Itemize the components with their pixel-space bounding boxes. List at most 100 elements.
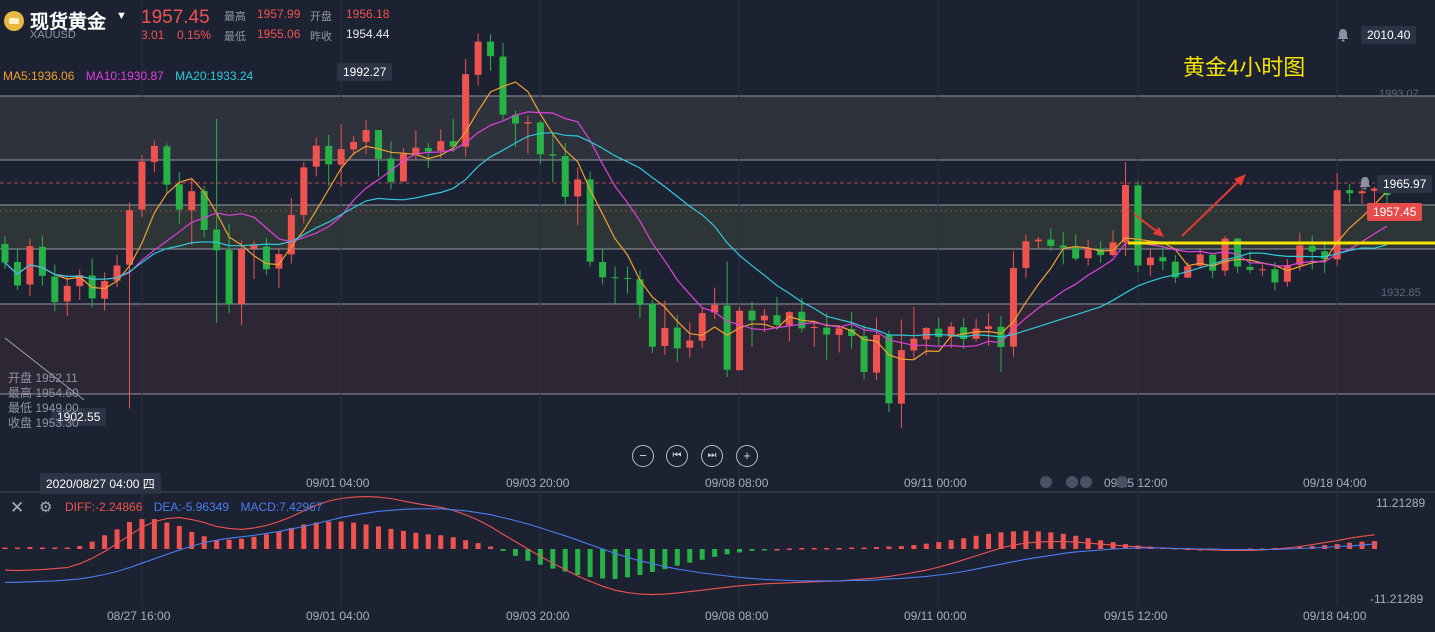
candle-body bbox=[51, 276, 59, 303]
candle-body bbox=[399, 153, 407, 182]
macd-bar bbox=[151, 519, 157, 549]
candle-body bbox=[1109, 242, 1117, 256]
price-tag-top: 2010.40 bbox=[1361, 26, 1417, 44]
candle-body bbox=[101, 281, 109, 299]
scroll-dot[interactable] bbox=[1066, 476, 1078, 488]
macd-bar bbox=[463, 540, 469, 549]
scroll-left-button[interactable]: ⏮ bbox=[666, 445, 688, 467]
candle-body bbox=[225, 249, 233, 305]
candle-body bbox=[910, 338, 918, 351]
candle-body bbox=[474, 41, 482, 75]
candle-body bbox=[287, 215, 295, 255]
macd-bar bbox=[737, 549, 743, 553]
candle-body bbox=[698, 313, 706, 341]
candle-body bbox=[238, 249, 246, 304]
candle-body bbox=[1134, 185, 1142, 266]
macd-bar bbox=[239, 538, 245, 549]
macd-bar bbox=[687, 549, 693, 563]
axis-level-upper: 1993.07 bbox=[1379, 88, 1419, 100]
instrument-name[interactable]: 现货黄金 bbox=[30, 12, 107, 33]
close-icon[interactable]: ✕ bbox=[10, 498, 25, 517]
macd-bar bbox=[911, 545, 917, 549]
macd-bar bbox=[662, 549, 668, 570]
scroll-dot[interactable] bbox=[1116, 476, 1128, 488]
candle-body bbox=[300, 167, 308, 216]
alert-bell-icon[interactable] bbox=[1358, 176, 1372, 190]
macd-bar bbox=[413, 532, 419, 549]
macd-bar bbox=[998, 532, 1004, 549]
candle-body bbox=[748, 310, 756, 321]
candle-body bbox=[624, 277, 631, 279]
candle-body bbox=[1097, 248, 1105, 256]
macd-bar bbox=[251, 536, 257, 549]
low-value: 1955.06 bbox=[257, 27, 301, 41]
crosshair-date-label: 2020/08/27 04:00 四 bbox=[40, 473, 161, 494]
candle-body bbox=[1321, 251, 1329, 259]
zoom-in-button[interactable]: + bbox=[736, 445, 758, 467]
open-value: 1956.18 bbox=[346, 7, 390, 21]
candle-body bbox=[1371, 188, 1378, 191]
chart-title: 黄金4小时图 bbox=[1183, 55, 1306, 80]
macd-legend: DIFF:-2.24866 DEA:-5.96349 MACD:7.42967 bbox=[65, 500, 331, 514]
macd-bar bbox=[351, 522, 357, 549]
macd-bar bbox=[712, 549, 718, 557]
candle-body bbox=[126, 210, 133, 265]
macd-bar bbox=[562, 549, 568, 572]
macd-bar bbox=[77, 546, 83, 549]
macd-bar bbox=[438, 535, 444, 549]
candle-body bbox=[549, 154, 557, 156]
candle-body bbox=[1308, 245, 1316, 252]
current-price: 1957.45 bbox=[141, 7, 210, 28]
macd-bar bbox=[1010, 531, 1016, 549]
chevron-down-icon[interactable]: ▼ bbox=[116, 10, 127, 22]
macd-bar bbox=[288, 527, 294, 549]
macd-bar bbox=[176, 525, 182, 549]
macd-bar bbox=[637, 549, 643, 575]
zoom-out-button[interactable]: − bbox=[632, 445, 654, 467]
candle-body bbox=[1034, 239, 1042, 242]
axis-level-lower: 1932.85 bbox=[1381, 287, 1421, 299]
gear-icon[interactable]: ⚙ bbox=[39, 499, 53, 516]
candle-body bbox=[63, 285, 71, 302]
macd-bar bbox=[89, 541, 95, 549]
scroll-dot[interactable] bbox=[1040, 476, 1052, 488]
prev-close-label: 昨收 bbox=[310, 31, 332, 43]
macd-bar bbox=[263, 534, 269, 549]
macd-bar bbox=[326, 521, 332, 549]
macd-bar bbox=[1035, 531, 1041, 549]
candle-body bbox=[1296, 245, 1304, 265]
open-label: 开盘 bbox=[310, 11, 332, 23]
candle-body bbox=[760, 315, 768, 321]
peak-price-label: 1992.27 bbox=[337, 63, 393, 81]
x-tick-label: 09/15 12:00 bbox=[1104, 476, 1168, 490]
ohlc-high: 最高 1954.60 bbox=[8, 386, 79, 400]
macd-bar bbox=[799, 548, 805, 550]
candle-body bbox=[773, 315, 781, 325]
diff-line bbox=[4, 496, 1375, 596]
x-tick-label: 09/18 04:00 bbox=[1303, 476, 1367, 490]
dea-line bbox=[5, 508, 1375, 583]
scroll-dot[interactable] bbox=[1080, 476, 1092, 488]
macd-x-tick-label: 09/01 04:00 bbox=[306, 609, 370, 623]
ohlc-close: 收盘 1953.30 bbox=[8, 416, 79, 430]
macd-bar bbox=[164, 522, 170, 549]
price-tag-alert: 1965.97 bbox=[1377, 175, 1433, 193]
scroll-right-button[interactable]: ⏭ bbox=[701, 445, 723, 467]
candle-body bbox=[1072, 247, 1080, 259]
candle-body bbox=[449, 141, 457, 147]
candle-body bbox=[873, 334, 880, 373]
bell-icon[interactable] bbox=[1336, 28, 1350, 42]
candle-body bbox=[561, 155, 569, 197]
ohlc-low: 最低 1949.00 bbox=[8, 401, 79, 415]
macd-bar bbox=[488, 546, 494, 549]
candle-body bbox=[823, 327, 831, 335]
candle-body bbox=[462, 74, 470, 147]
x-tick-label: 09/11 00:00 bbox=[904, 476, 967, 490]
macd-bar bbox=[14, 547, 20, 550]
macd-bar bbox=[625, 549, 630, 578]
macd-bar bbox=[226, 539, 232, 549]
high-value: 1957.99 bbox=[257, 7, 301, 21]
macd-bar bbox=[674, 549, 680, 566]
macd-bar bbox=[936, 542, 942, 549]
